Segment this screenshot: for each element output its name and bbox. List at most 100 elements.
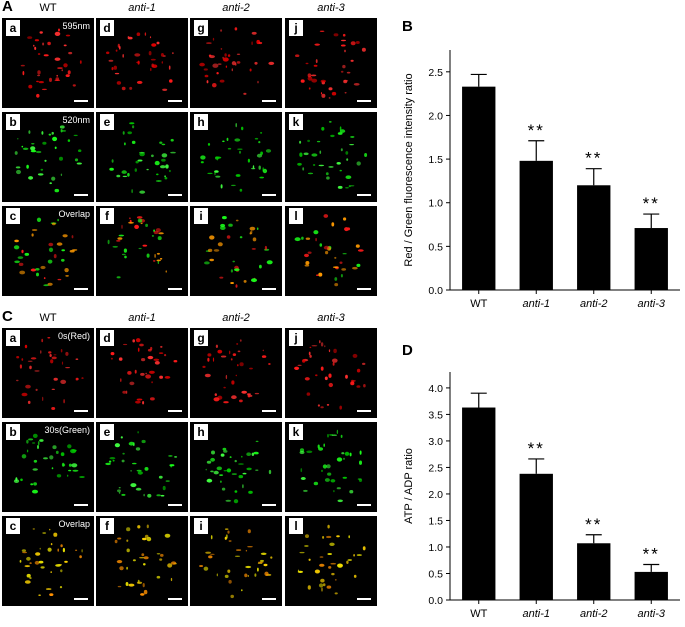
- panel-c-tile-annotation: 30s(Green): [44, 425, 90, 435]
- panel-c-scale-bar: [74, 504, 88, 506]
- panel-a-column-header: anti-1: [128, 2, 156, 14]
- panel-a-tile-letter: b: [6, 114, 20, 130]
- panel-a-tile-letter: c: [6, 208, 20, 224]
- panel-c-tile-letter: j: [289, 330, 303, 346]
- panel-a-column-header: anti-2: [222, 2, 250, 14]
- chart-b-y-tick-label: 1.0: [428, 198, 443, 210]
- panel-a-micrograph-tile: j: [285, 18, 377, 108]
- panel-c-tile-letter: b: [6, 424, 20, 440]
- bar-chart-b: 0.0 0.5 1.0 1.5 2.0 2.5 Red / Green fluorescen…: [400, 40, 685, 320]
- chart-d-y-tick-label: 1.0: [428, 542, 443, 554]
- panel-c-micrograph-tile: l: [285, 516, 377, 606]
- chart-d-bar: [577, 543, 611, 600]
- panel-c-scale-bar: [168, 598, 182, 600]
- panel-a-micrograph-tile: h: [190, 112, 282, 202]
- panel-c-column-header: anti-2: [222, 312, 250, 324]
- panel-a-tile-letter: f: [100, 208, 114, 224]
- chart-b-significance-label: **: [585, 149, 602, 168]
- panel-a-scale-bar: [262, 288, 276, 290]
- panel-label-b: B: [402, 18, 413, 35]
- panel-c-scale-bar: [357, 598, 371, 600]
- chart-b-significance-label: **: [643, 194, 660, 213]
- chart-d-x-tick-label: anti-2: [580, 608, 608, 620]
- panel-c-micrograph-tile: i: [190, 516, 282, 606]
- panel-c-tile-letter: l: [289, 518, 303, 534]
- panel-c-micrograph-tile: f: [96, 516, 188, 606]
- panel-c-scale-bar: [262, 598, 276, 600]
- panel-a-tile-letter: g: [194, 20, 208, 36]
- panel-c-tile-letter: k: [289, 424, 303, 440]
- chart-d-y-tick-label: 1.5: [428, 515, 443, 527]
- panel-c-tile-annotation: Overlap: [58, 519, 90, 529]
- panel-c-column-header: WT: [39, 312, 57, 324]
- panel-a-tile-letter: k: [289, 114, 303, 130]
- chart-d-x-tick-label: anti-1: [522, 608, 550, 620]
- panel-c-column-header: anti-1: [128, 312, 156, 324]
- panel-c-tile-letter: g: [194, 330, 208, 346]
- chart-d-significance-label: **: [585, 515, 602, 534]
- panel-a-scale-bar: [168, 288, 182, 290]
- panel-a-micrograph-tile: d: [96, 18, 188, 108]
- chart-d-significance-label: **: [643, 544, 660, 563]
- panel-a-tile-annotation: 520nm: [62, 115, 90, 125]
- chart-b-significance-label: **: [528, 121, 545, 140]
- panel-a-scale-bar: [168, 100, 182, 102]
- panel-c-micrograph-tile: j: [285, 328, 377, 418]
- panel-c-scale-bar: [357, 410, 371, 412]
- chart-b-y-tick-label: 0.5: [428, 241, 443, 253]
- panel-c-micrograph-tile: a 0s(Red): [2, 328, 94, 418]
- chart-b-y-tick-label: 1.5: [428, 154, 443, 166]
- panel-a-micrograph-tile: e: [96, 112, 188, 202]
- panel-a-micrograph-tile: g: [190, 18, 282, 108]
- chart-b-y-tick-label: 2.0: [428, 110, 443, 122]
- panel-a-tile-letter: a: [6, 20, 20, 36]
- panel-c-scale-bar: [262, 504, 276, 506]
- panel-a-scale-bar: [74, 288, 88, 290]
- panel-a-tile-annotation: Overlap: [58, 209, 90, 219]
- panel-a-tile-annotation: 595nm: [62, 21, 90, 31]
- panel-c-micrograph-tile: b 30s(Green): [2, 422, 94, 512]
- chart-d-y-tick-label: 2.5: [428, 462, 443, 474]
- panel-c-column-header: anti-3: [317, 312, 345, 324]
- panel-label-c: C: [2, 308, 13, 325]
- panel-c-micrograph-tile: h: [190, 422, 282, 512]
- panel-c-micrograph-tile: g: [190, 328, 282, 418]
- panel-c-scale-bar: [168, 504, 182, 506]
- panel-label-a: A: [2, 0, 13, 15]
- chart-b-y-tick-label: 0.0: [428, 285, 443, 297]
- panel-a-scale-bar: [357, 194, 371, 196]
- panel-a-micrograph-tile: f: [96, 206, 188, 296]
- panel-c-micrograph-tile: c Overlap: [2, 516, 94, 606]
- panel-a-tile-letter: l: [289, 208, 303, 224]
- panel-c-micrograph-tile: e: [96, 422, 188, 512]
- panel-c-tile-letter: c: [6, 518, 20, 534]
- panel-a-micrograph-tile: l: [285, 206, 377, 296]
- panel-c-scale-bar: [262, 410, 276, 412]
- chart-d-y-tick-label: 3.0: [428, 436, 443, 448]
- panel-a-tile-letter: d: [100, 20, 114, 36]
- chart-b-x-tick-label: anti-1: [522, 298, 550, 310]
- panel-a-tile-letter: e: [100, 114, 114, 130]
- chart-d-svg: 0.0 0.5 1.0 1.5 2.0 2.5 3.0 3.5 4.0 ATP / ADP rat…: [403, 372, 680, 620]
- panel-a-tile-letter: j: [289, 20, 303, 36]
- chart-b-bar: [462, 86, 496, 290]
- panel-c-scale-bar: [74, 598, 88, 600]
- panel-a-scale-bar: [262, 100, 276, 102]
- chart-b-x-tick-label: anti-2: [580, 298, 608, 310]
- panel-c-scale-bar: [168, 410, 182, 412]
- panel-c-tile-letter: h: [194, 424, 208, 440]
- panel-c-tile-letter: i: [194, 518, 208, 534]
- bar-chart-d: 0.0 0.5 1.0 1.5 2.0 2.5 3.0 3.5 4.0 ATP / ADP rat…: [400, 362, 685, 627]
- chart-d-bar: [519, 473, 553, 600]
- panel-a-tile-letter: h: [194, 114, 208, 130]
- chart-b-y-axis-label: Red / Green fluorescence intensity ratio: [403, 73, 415, 266]
- panel-a-tile-letter: i: [194, 208, 208, 224]
- panel-a-scale-bar: [357, 100, 371, 102]
- panel-a-scale-bar: [74, 194, 88, 196]
- panel-a-micrograph-tile: k: [285, 112, 377, 202]
- chart-b-y-tick-label: 2.5: [428, 67, 443, 79]
- chart-d-y-tick-label: 0.0: [428, 595, 443, 607]
- panel-a-column-header: anti-3: [317, 2, 345, 14]
- panel-c-micrograph-tile: d: [96, 328, 188, 418]
- panel-label-d: D: [402, 342, 413, 359]
